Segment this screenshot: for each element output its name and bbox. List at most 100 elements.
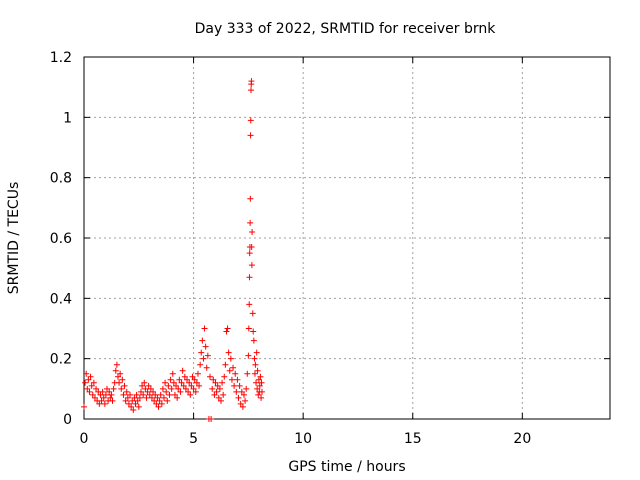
data-point: [215, 394, 222, 401]
data-point: [121, 382, 128, 389]
data-point: [117, 370, 124, 377]
data-point: [99, 388, 106, 395]
data-point: [171, 391, 178, 398]
data-point: [148, 394, 155, 401]
data-point: [146, 391, 153, 398]
data-point: [226, 367, 233, 374]
data-point: [184, 376, 191, 383]
data-point: [106, 388, 113, 395]
data-point: [197, 361, 204, 368]
x-tick-label: 10: [294, 431, 312, 447]
data-point: [151, 397, 158, 404]
data-point: [221, 373, 228, 380]
data-point: [89, 391, 96, 398]
data-point: [177, 388, 184, 395]
data-point: [248, 262, 255, 269]
data-point: [203, 364, 210, 371]
data-point: [251, 355, 258, 362]
data-point: [249, 310, 256, 317]
data-point: [185, 388, 192, 395]
data-point: [236, 382, 243, 389]
data-point: [145, 382, 152, 389]
data-point: [137, 388, 144, 395]
data-point: [91, 394, 98, 401]
data-point: [139, 382, 146, 389]
x-tick-label: 0: [80, 431, 89, 447]
data-point: [113, 361, 120, 368]
data-point: [253, 349, 260, 356]
data-point: [237, 400, 244, 407]
data-point: [233, 388, 240, 395]
data-point: [130, 406, 137, 413]
data-point: [186, 379, 193, 386]
data-point: [163, 388, 170, 395]
y-tick-label: 1: [63, 110, 72, 126]
data-point: [243, 385, 250, 392]
data-point: [131, 394, 138, 401]
data-point: [247, 117, 254, 124]
data-point: [169, 370, 176, 377]
data-point: [135, 403, 142, 410]
grid-lines: [84, 57, 610, 419]
data-point: [208, 416, 215, 422]
data-point: [174, 394, 181, 401]
data-point: [198, 349, 205, 356]
data-point: [129, 397, 136, 404]
data-point: [232, 370, 239, 377]
data-point: [182, 385, 189, 392]
data-point: [87, 373, 94, 380]
data-point: [132, 400, 139, 407]
y-tick-label: 0.2: [50, 352, 72, 368]
data-point: [258, 394, 265, 401]
data-point: [255, 376, 262, 383]
data-point: [83, 370, 90, 377]
x-tick-label: 15: [404, 431, 422, 447]
data-point: [220, 391, 227, 398]
data-point: [224, 325, 231, 332]
data-point: [246, 274, 253, 281]
data-point: [124, 394, 131, 401]
data-point: [112, 367, 119, 374]
data-point: [217, 397, 224, 404]
data-point: [101, 400, 108, 407]
data-point: [157, 391, 164, 398]
y-axis-label: SRMTID / TECUs: [6, 182, 22, 295]
data-point: [250, 328, 257, 335]
data-point: [119, 376, 126, 383]
data-point: [100, 394, 107, 401]
data-point: [251, 370, 258, 377]
data-point: [234, 376, 241, 383]
y-tick-label: 0.4: [50, 291, 72, 307]
data-point: [136, 394, 143, 401]
data-point: [128, 403, 135, 410]
data-point: [168, 385, 175, 392]
data-point: [247, 195, 254, 202]
data-point: [238, 388, 245, 395]
y-tick-label: 0.6: [50, 231, 72, 247]
data-point: [147, 385, 154, 392]
data-point: [158, 400, 165, 407]
y-tick-label: 0.8: [50, 171, 72, 187]
data-point: [165, 382, 172, 389]
x-tick-label: 20: [513, 431, 531, 447]
data-point: [167, 376, 174, 383]
data-point: [122, 397, 129, 404]
data-point: [82, 379, 89, 386]
data-point: [207, 373, 214, 380]
data-point: [189, 373, 196, 380]
data-point: [84, 385, 91, 392]
data-point: [141, 379, 148, 386]
data-point: [200, 355, 207, 362]
data-point: [252, 361, 259, 368]
data-point: [155, 403, 162, 410]
data-point: [212, 379, 219, 386]
data-point: [191, 376, 198, 383]
data-point: [178, 379, 185, 386]
data-point: [225, 349, 232, 356]
data-point: [196, 382, 203, 389]
data-point: [228, 376, 235, 383]
data-point: [143, 394, 150, 401]
data-point: [239, 403, 246, 410]
data-point: [98, 397, 105, 404]
